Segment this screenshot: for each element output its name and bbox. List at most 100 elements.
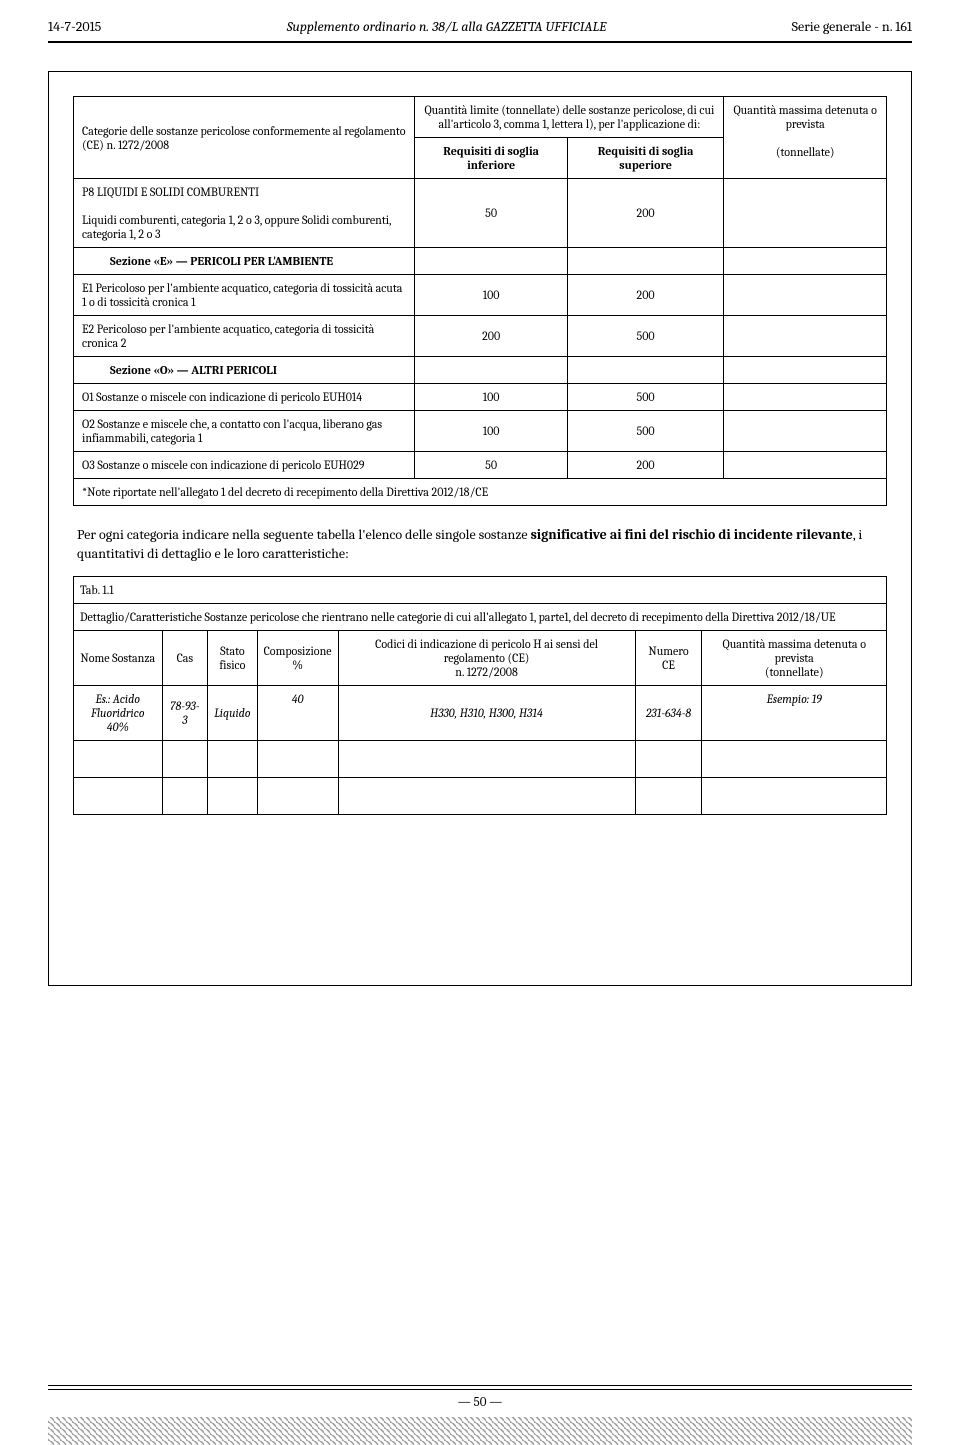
section-o-row: Sezione «O» — ALTRI PERICOLI <box>74 357 887 384</box>
col-max-qty-header-text: Quantità massima detenuta o prevista <box>733 103 876 131</box>
empty-cell <box>635 777 702 814</box>
empty-cell <box>415 248 567 275</box>
footer-hatching <box>48 1417 912 1445</box>
col-stato-a: Stato <box>220 644 245 658</box>
col-req-sup: Requisiti di soglia superiore <box>567 138 724 179</box>
p8-title: P8 LIQUIDI E SOLIDI COMBURENTI <box>82 185 259 199</box>
empty-cell <box>338 740 635 777</box>
empty-cell <box>257 777 338 814</box>
o3-val-sup: 200 <box>567 452 724 479</box>
e1-val-sup: 200 <box>567 275 724 316</box>
table-header-row: Categorie delle sostanze pericolose conf… <box>74 97 887 138</box>
empty-cell <box>338 777 635 814</box>
section-e-row: Sezione «E» — PERICOLI PER L'AMBIENTE <box>74 248 887 275</box>
col-qty-a: Quantità massima detenuta o prevista <box>723 637 866 665</box>
footnote-text: *Note riportate nell'allegato 1 del decr… <box>74 479 887 506</box>
empty-cell <box>415 357 567 384</box>
e1-qty <box>724 275 887 316</box>
footer-rule <box>48 1385 912 1391</box>
col-qty-max: Quantità massima detenuta o prevista (to… <box>702 630 887 685</box>
e2-val-sup: 500 <box>567 316 724 357</box>
ex-codici: H330, H310, H300, H314 <box>338 685 635 740</box>
col-max-qty-header: Quantità massima detenuta o prevista (to… <box>724 97 887 179</box>
col-nome: Nome Sostanza <box>74 630 163 685</box>
header-date: 14-7-2015 <box>48 18 101 35</box>
p8-sub: Liquidi comburenti, categoria 1, 2 o 3, … <box>82 213 391 241</box>
ex-qty: Esempio: 19 <box>702 685 887 740</box>
row-p8-label: P8 LIQUIDI E SOLIDI COMBURENTI Liquidi c… <box>74 179 415 248</box>
o3-val-inf: 50 <box>415 452 567 479</box>
empty-cell <box>208 777 257 814</box>
section-o-label: Sezione «O» — ALTRI PERICOLI <box>74 357 415 384</box>
header-title: Supplemento ordinario n. 38/L alla GAZZE… <box>101 18 791 35</box>
detail-table: Tab. 1.1 Dettaglio/Caratteristiche Sosta… <box>73 576 887 815</box>
o3-qty <box>724 452 887 479</box>
o1-val-sup: 500 <box>567 384 724 411</box>
col-comp-b: % <box>292 658 303 672</box>
e2-qty <box>724 316 887 357</box>
col-cod-a: Codici di indicazione di pericolo H ai s… <box>375 637 598 665</box>
p8-qty <box>724 179 887 248</box>
ex-nome-a: Es.: Acido <box>96 692 141 706</box>
detail-header-row: Nome Sostanza Cas Stato fisico Composizi… <box>74 630 887 685</box>
o1-qty <box>724 384 887 411</box>
section-e-label: Sezione «E» — PERICOLI PER L'AMBIENTE <box>74 248 415 275</box>
col-cod-b: n. 1272/2008 <box>455 665 518 679</box>
running-header: 14-7-2015 Supplemento ordinario n. 38/L … <box>48 18 912 35</box>
empty-cell <box>724 248 887 275</box>
ex-stato: Liquido <box>208 685 257 740</box>
table-row: O3 Sostanze o miscele con indicazione di… <box>74 452 887 479</box>
p8-val-inf: 50 <box>415 179 567 248</box>
col-numero-ce: Numero CE <box>635 630 702 685</box>
empty-cell <box>567 357 724 384</box>
ex-cas: 78-93-3 <box>162 685 208 740</box>
col-stato: Stato fisico <box>208 630 257 685</box>
o2-val-inf: 100 <box>415 411 567 452</box>
e2-label: E2 Pericoloso per l'ambiente acquatico, … <box>74 316 415 357</box>
header-rule <box>48 41 912 43</box>
empty-cell <box>162 740 208 777</box>
o3-label: O3 Sostanze o miscele con indicazione di… <box>74 452 415 479</box>
header-series: Serie generale - n. 161 <box>792 18 912 35</box>
ex-comp: 40 <box>257 685 338 740</box>
p8-val-sup: 200 <box>567 179 724 248</box>
empty-cell <box>74 777 163 814</box>
content-frame: Categorie delle sostanze pericolose conf… <box>48 71 912 986</box>
col-comp-a: Composizione <box>264 644 332 658</box>
detail-example-row: Es.: Acido Fluoridrico 40% 78-93-3 Liqui… <box>74 685 887 740</box>
empty-cell <box>162 777 208 814</box>
table-row: E1 Pericoloso per l'ambiente acquatico, … <box>74 275 887 316</box>
col-categories-header: Categorie delle sostanze pericolose conf… <box>74 97 415 179</box>
o1-label: O1 Sostanze o miscele con indicazione di… <box>74 384 415 411</box>
e1-val-inf: 100 <box>415 275 567 316</box>
col-max-qty-unit: (tonnellate) <box>776 145 835 159</box>
detail-empty-row <box>74 740 887 777</box>
empty-cell <box>74 740 163 777</box>
empty-cell <box>208 740 257 777</box>
col-limits-header: Quantità limite (tonnellate) delle sosta… <box>415 97 724 138</box>
intro-paragraph: Per ogni categoria indicare nella seguen… <box>77 526 883 564</box>
ex-nome: Es.: Acido Fluoridrico 40% <box>74 685 163 740</box>
para-a: Per ogni categoria indicare nella seguen… <box>77 526 531 543</box>
empty-cell <box>724 357 887 384</box>
empty-cell <box>702 777 887 814</box>
footnote-row: *Note riportate nell'allegato 1 del decr… <box>74 479 887 506</box>
col-req-inf: Requisiti di soglia inferiore <box>415 138 567 179</box>
o2-label: O2 Sostanze e miscele che, a contatto co… <box>74 411 415 452</box>
categories-table: Categorie delle sostanze pericolose conf… <box>73 96 887 506</box>
empty-cell <box>567 248 724 275</box>
e1-label: E1 Pericoloso per l'ambiente acquatico, … <box>74 275 415 316</box>
col-cas: Cas <box>162 630 208 685</box>
detail-empty-row <box>74 777 887 814</box>
table-row: O2 Sostanze e miscele che, a contatto co… <box>74 411 887 452</box>
col-qty-b: (tonnellate) <box>765 665 824 679</box>
page: 14-7-2015 Supplemento ordinario n. 38/L … <box>0 0 960 1445</box>
ex-nome-b: Fluoridrico 40% <box>91 706 145 734</box>
detail-tab-label: Tab. 1.1 <box>74 576 887 603</box>
table-row: O1 Sostanze o miscele con indicazione di… <box>74 384 887 411</box>
table-row: P8 LIQUIDI E SOLIDI COMBURENTI Liquidi c… <box>74 179 887 248</box>
para-bold: significative ai fini del rischio di inc… <box>531 526 853 543</box>
col-stato-b: fisico <box>219 658 245 672</box>
ex-num-ce: 231-634-8 <box>635 685 702 740</box>
col-composizione: Composizione % <box>257 630 338 685</box>
